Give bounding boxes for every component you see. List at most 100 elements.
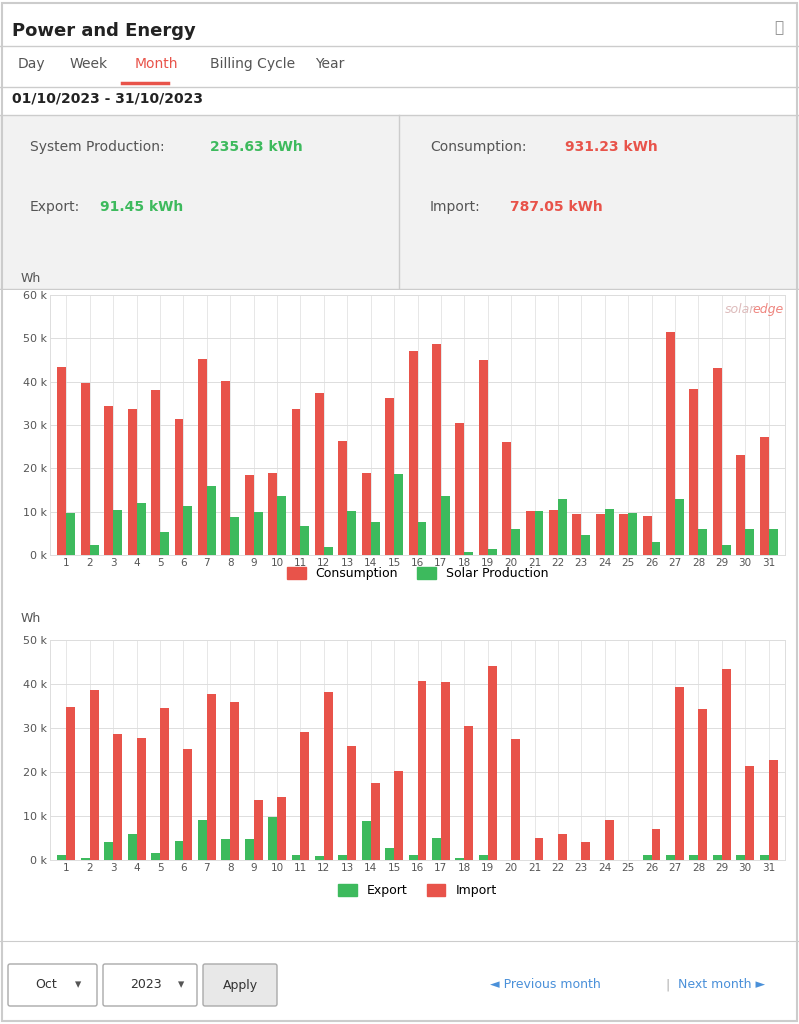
Bar: [300, 525, 309, 555]
Bar: [596, 514, 605, 555]
Bar: [760, 437, 769, 555]
Bar: [292, 409, 300, 555]
Bar: [207, 693, 216, 860]
Bar: [339, 441, 348, 555]
Bar: [713, 855, 721, 860]
Bar: [651, 542, 661, 555]
Bar: [58, 855, 66, 860]
Bar: [348, 745, 356, 860]
Bar: [105, 407, 113, 555]
Bar: [642, 515, 651, 555]
Bar: [230, 702, 239, 860]
Bar: [371, 522, 380, 555]
Bar: [300, 731, 309, 860]
Text: Consumption:: Consumption:: [430, 140, 527, 154]
Bar: [184, 507, 193, 555]
Text: 787.05 kWh: 787.05 kWh: [510, 200, 602, 214]
Bar: [619, 514, 628, 555]
Bar: [432, 343, 441, 555]
Bar: [371, 783, 380, 860]
Bar: [315, 393, 324, 555]
Text: Import:: Import:: [430, 200, 481, 214]
Bar: [582, 535, 590, 555]
Bar: [760, 855, 769, 860]
Bar: [151, 390, 160, 555]
Text: System Production:: System Production:: [30, 140, 165, 154]
Text: solar: solar: [725, 303, 756, 315]
Text: 235.63 kWh: 235.63 kWh: [210, 140, 303, 154]
Bar: [315, 856, 324, 860]
Text: Export:: Export:: [30, 200, 80, 214]
Bar: [535, 838, 543, 860]
Bar: [66, 513, 75, 555]
Bar: [244, 475, 253, 555]
Bar: [605, 820, 614, 860]
Text: ⭳: ⭳: [774, 20, 783, 35]
Bar: [698, 529, 707, 555]
Bar: [745, 528, 754, 555]
Bar: [89, 546, 99, 555]
Bar: [690, 389, 698, 555]
FancyBboxPatch shape: [8, 964, 97, 1006]
Bar: [89, 690, 99, 860]
Bar: [464, 552, 473, 555]
Bar: [385, 848, 394, 860]
Bar: [408, 351, 418, 555]
Bar: [651, 828, 661, 860]
Bar: [721, 546, 731, 555]
Bar: [128, 409, 137, 555]
Bar: [418, 681, 427, 860]
Bar: [511, 528, 520, 555]
Bar: [174, 419, 184, 555]
Bar: [137, 737, 145, 860]
Text: 931.23 kWh: 931.23 kWh: [565, 140, 658, 154]
Text: Wh: Wh: [21, 271, 41, 285]
Bar: [268, 817, 277, 860]
Bar: [174, 841, 184, 860]
Bar: [666, 332, 675, 555]
Bar: [151, 853, 160, 860]
Text: edge: edge: [753, 303, 784, 315]
Bar: [526, 511, 535, 555]
Text: 01/10/2023 - 31/10/2023: 01/10/2023 - 31/10/2023: [12, 92, 203, 106]
Bar: [137, 503, 145, 555]
Text: Month: Month: [135, 57, 178, 71]
Bar: [503, 442, 511, 555]
Bar: [455, 423, 464, 555]
Bar: [394, 474, 403, 555]
Bar: [81, 383, 89, 555]
Bar: [408, 855, 418, 860]
Text: ◄ Previous month: ◄ Previous month: [490, 979, 601, 991]
Bar: [66, 708, 75, 860]
Text: Year: Year: [315, 57, 344, 71]
Bar: [769, 760, 777, 860]
Text: ▾: ▾: [178, 979, 185, 991]
Bar: [698, 709, 707, 860]
FancyBboxPatch shape: [203, 964, 277, 1006]
Bar: [721, 670, 731, 860]
Text: Billing Cycle: Billing Cycle: [210, 57, 295, 71]
Bar: [487, 549, 497, 555]
Bar: [441, 682, 450, 860]
Bar: [737, 855, 745, 860]
Bar: [339, 855, 348, 860]
Bar: [487, 666, 497, 860]
Bar: [105, 842, 113, 860]
Bar: [221, 381, 230, 555]
Bar: [268, 473, 277, 555]
Bar: [324, 692, 332, 860]
FancyBboxPatch shape: [103, 964, 197, 1006]
Bar: [628, 513, 637, 555]
Bar: [348, 511, 356, 555]
Bar: [385, 398, 394, 555]
Bar: [244, 839, 253, 860]
Bar: [558, 499, 566, 555]
Bar: [464, 726, 473, 860]
Bar: [455, 858, 464, 860]
Bar: [558, 834, 566, 860]
Bar: [253, 800, 263, 860]
Bar: [277, 496, 286, 555]
Bar: [572, 514, 582, 555]
Bar: [324, 547, 332, 555]
Bar: [582, 842, 590, 860]
